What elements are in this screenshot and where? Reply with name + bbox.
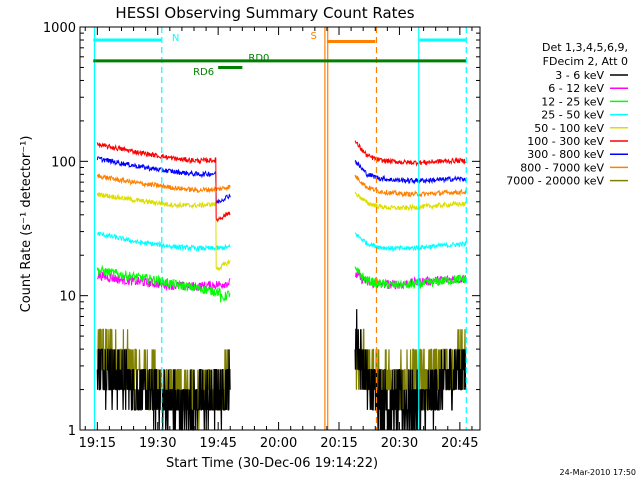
legend-label-2: 12 - 25 keV	[541, 95, 604, 108]
legend-label-5: 100 - 300 keV	[527, 135, 604, 148]
legend-label-1: 6 - 12 keV	[548, 82, 604, 95]
legend-label-0: 3 - 6 keV	[555, 69, 604, 82]
series-line-100-300-keV-seg1	[354, 140, 467, 167]
x-tick-label-20:30: 20:30	[381, 436, 418, 451]
flag-label-s: S	[310, 31, 316, 42]
series-line-100-300-keV-seg0	[96, 142, 231, 223]
flag-label-rd6: RD6	[193, 67, 214, 78]
x-tick-label-20:15: 20:15	[320, 436, 357, 451]
plot-frame	[79, 26, 481, 431]
flag-label-rd0: RD0	[248, 53, 269, 64]
flags-layer: N S RD0 RD6	[93, 27, 467, 430]
legend-header-1: Det 1,3,4,5,6,9,	[542, 41, 628, 54]
axes: 19:15 19:30 19:45 20:00 20:15 20:30 20:45 1 10 10…	[43, 21, 481, 451]
series-line-50-100-keV-seg0	[96, 192, 231, 272]
x-axis-label: Start Time (30-Dec-06 19:14:22)	[166, 456, 378, 471]
series-line-3-6-keV-seg1	[354, 309, 467, 431]
legend-label-8: 7000 - 20000 keV	[506, 175, 604, 188]
x-tick-label-19:45: 19:45	[199, 436, 236, 451]
y-tick-label-10: 10	[59, 290, 76, 305]
series-line-12-25-keV-seg0	[96, 264, 231, 303]
timestamp: 24-Mar-2010 17:50	[560, 468, 637, 477]
flag-label-n: N	[172, 33, 179, 44]
legend-label-7: 800 - 7000 keV	[520, 161, 604, 174]
series-line-12-25-keV-seg1	[354, 266, 467, 290]
chart-title: HESSI Observing Summary Count Rates	[115, 4, 414, 22]
x-tick-label-19:15: 19:15	[79, 436, 116, 451]
y-axis-label: Count Rate (s⁻¹ detector⁻¹)	[19, 136, 34, 313]
y-tick-label-1000: 1000	[43, 21, 76, 36]
plot-content	[96, 140, 467, 431]
x-tick-label-20:00: 20:00	[260, 436, 297, 451]
y-tick-label-1: 1	[68, 424, 76, 439]
series-line-6-12-keV-seg0	[96, 269, 231, 292]
series-line-3-6-keV-seg0	[96, 348, 231, 431]
series-line-25-50-keV-seg1	[354, 232, 467, 252]
x-tick-label-19:30: 19:30	[139, 436, 176, 451]
y-tick-label-100: 100	[51, 155, 76, 170]
series-line-300-800-keV-seg1	[354, 160, 466, 185]
legend: Det 1,3,4,5,6,9, FDecim 2, Att 0 3 - 6 k…	[506, 41, 628, 188]
series-line-25-50-keV-seg0	[96, 231, 231, 253]
legend-label-4: 50 - 100 keV	[534, 122, 604, 135]
legend-header-2: FDecim 2, Att 0	[543, 55, 628, 68]
series-line-50-100-keV-seg1	[354, 191, 467, 212]
legend-label-6: 300 - 800 keV	[527, 148, 604, 161]
series-line-800-7000-keV-seg0	[96, 173, 231, 194]
x-tick-label-20:45: 20:45	[441, 436, 478, 451]
legend-label-3: 25 - 50 keV	[541, 109, 604, 122]
series-line-800-7000-keV-seg1	[354, 174, 467, 198]
series-line-300-800-keV-seg0	[96, 156, 231, 204]
